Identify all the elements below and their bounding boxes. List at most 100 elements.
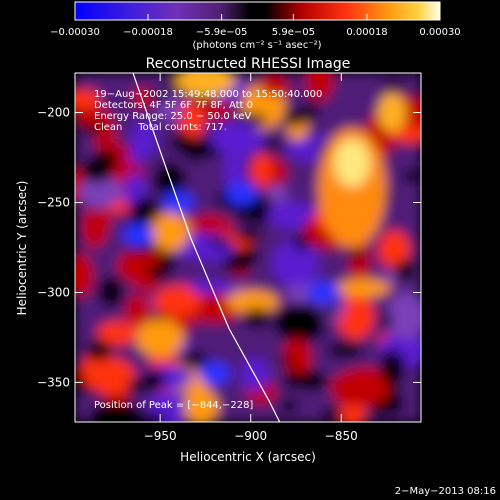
- heatmap-blob: [223, 151, 245, 190]
- annotation-peak-position: Position of Peak = [−844,−228]: [94, 400, 253, 411]
- annotation-clean-counts: Clean Total counts: 717.: [94, 122, 227, 133]
- heatmap-peak-core: [334, 138, 371, 187]
- heatmap-bright-edge: [378, 92, 407, 133]
- footer-date: 2−May−2013 08:16: [395, 486, 496, 497]
- heatmap-contour: [380, 313, 393, 326]
- heatmap-contour: [152, 93, 166, 104]
- heatmap-blob: [78, 176, 124, 208]
- heatmap-contour: [304, 101, 319, 122]
- heatmap-contour: [236, 229, 263, 242]
- heatmap-contour: [242, 308, 272, 328]
- heatmap-blob: [153, 162, 186, 199]
- heatmap-blob: [81, 209, 114, 229]
- heatmap-blob: [391, 125, 421, 144]
- heatmap-blob: [305, 73, 334, 103]
- annotations: 19−Aug−2002 15:49:48.000 to 15:50:40.000…: [94, 89, 322, 411]
- heatmap-blob: [128, 249, 164, 292]
- x-tick-label: −850: [325, 429, 358, 443]
- heatmap-contour: [400, 169, 421, 182]
- heatmap-blob: [283, 108, 308, 126]
- colorbar-gradient: [74, 1, 441, 21]
- plot-area: −950 −900 −850 −200 −250 −300 −350: [37, 72, 422, 443]
- heatmap-contour: [380, 80, 408, 89]
- heatmap-contour: [147, 264, 169, 280]
- heatmap-blob: [378, 230, 411, 269]
- heatmap-minimum: [307, 280, 340, 305]
- annotation-energy-range: Energy Range: 25.0 − 50.0 keV: [94, 111, 251, 122]
- heatmap-blob: [96, 320, 137, 347]
- heatmap-contour: [387, 394, 404, 403]
- heatmap-contour: [182, 351, 208, 370]
- axis-ticks: −950 −900 −850 −200 −250 −300 −350: [37, 73, 421, 443]
- heatmap-blob: [75, 253, 94, 298]
- heatmap-contour: [347, 249, 365, 260]
- heatmap-blob: [75, 88, 102, 110]
- heatmap-contour: [294, 232, 308, 253]
- heatmap-minimum: [122, 222, 155, 247]
- colorbar-tick-label: −5.9e−05: [196, 27, 248, 38]
- heatmap-blob: [150, 212, 190, 252]
- heatmap-contour: [85, 340, 113, 361]
- colorbar-tick-label: −0.00030: [50, 27, 100, 38]
- colorbar-ticks: −0.00030 −0.00018 −5.9e−05 5.9e−05 0.00018 0.…: [50, 14, 461, 38]
- heatmap-contour: [321, 407, 342, 420]
- heatmap-contour: [141, 413, 168, 422]
- heatmap-bright-top: [175, 73, 236, 97]
- heatmap-blob: [259, 78, 292, 97]
- heatmap-contour: [77, 124, 105, 135]
- heatmap-contour: [184, 138, 207, 162]
- annotation-time-range: 19−Aug−2002 15:49:48.000 to 15:50:40.000: [94, 89, 322, 100]
- heatmap-contour: [277, 355, 293, 366]
- heatmap-blob: [327, 341, 364, 358]
- annotation-detectors: Detectors: 4F 5F 6F 7F 8F, Att 0: [94, 100, 253, 111]
- heatmap-blob: [330, 371, 367, 406]
- heatmap-blob: [380, 349, 405, 386]
- colorbar-tick-label: 0.00018: [346, 27, 387, 38]
- heatmap-minimum: [198, 361, 231, 386]
- heatmap-contour: [284, 370, 300, 390]
- heatmap-blob: [132, 86, 153, 110]
- heatmap-blob: [226, 289, 279, 314]
- heatmap-blob: [124, 293, 152, 329]
- colorbar-tick-label: 0.00030: [419, 27, 460, 38]
- heatmap-blob: [335, 278, 391, 298]
- y-tick-label: −300: [37, 285, 70, 299]
- heatmap-contour: [141, 368, 165, 392]
- heatmap-blob: [203, 99, 233, 122]
- colorbar-tick-label: 5.9e−05: [272, 27, 315, 38]
- heatmap-minimum: [225, 181, 258, 206]
- heatmap-blob: [94, 358, 122, 389]
- heatmap-contour: [127, 378, 146, 393]
- heatmap-blob: [135, 319, 185, 358]
- heatmap-blob: [280, 338, 313, 379]
- heatmap-blob: [98, 276, 124, 308]
- heatmap-contour: [208, 238, 234, 247]
- heatmap-blob: [88, 401, 144, 422]
- heatmap-contour: [295, 370, 328, 391]
- heatmap-contour: [263, 139, 284, 150]
- heatmap-blob: [178, 100, 206, 139]
- y-tick-label: −350: [37, 375, 70, 389]
- solar-limb-line: [132, 73, 281, 422]
- y-tick-label: −250: [37, 196, 70, 210]
- heatmap-blob: [183, 388, 219, 422]
- heatmap-contour: [239, 113, 268, 126]
- heatmap-contour: [281, 397, 297, 415]
- x-tick-label: −900: [234, 429, 267, 443]
- heatmap-blob: [338, 401, 367, 422]
- y-axis-label: Heliocentric Y (arcsec): [15, 181, 29, 316]
- y-tick-label: −200: [37, 106, 70, 120]
- heatmap-blob: [130, 120, 157, 159]
- x-axis-label: Heliocentric X (arcsec): [180, 450, 316, 464]
- heatmap-contour: [312, 307, 338, 318]
- chart-title: Reconstructed RHESSI Image: [146, 56, 351, 72]
- colorbar: −0.00030 −0.00018 −5.9e−05 5.9e−05 0.00018 0.…: [50, 1, 461, 51]
- heatmap-blob: [266, 184, 288, 204]
- heatmap-blob: [251, 153, 273, 187]
- heatmap-blob: [210, 121, 265, 157]
- heatmap-blob: [387, 292, 421, 340]
- heatmap-blob: [153, 284, 201, 318]
- heatmap-contour: [94, 149, 119, 169]
- x-tick-label: −950: [144, 429, 177, 443]
